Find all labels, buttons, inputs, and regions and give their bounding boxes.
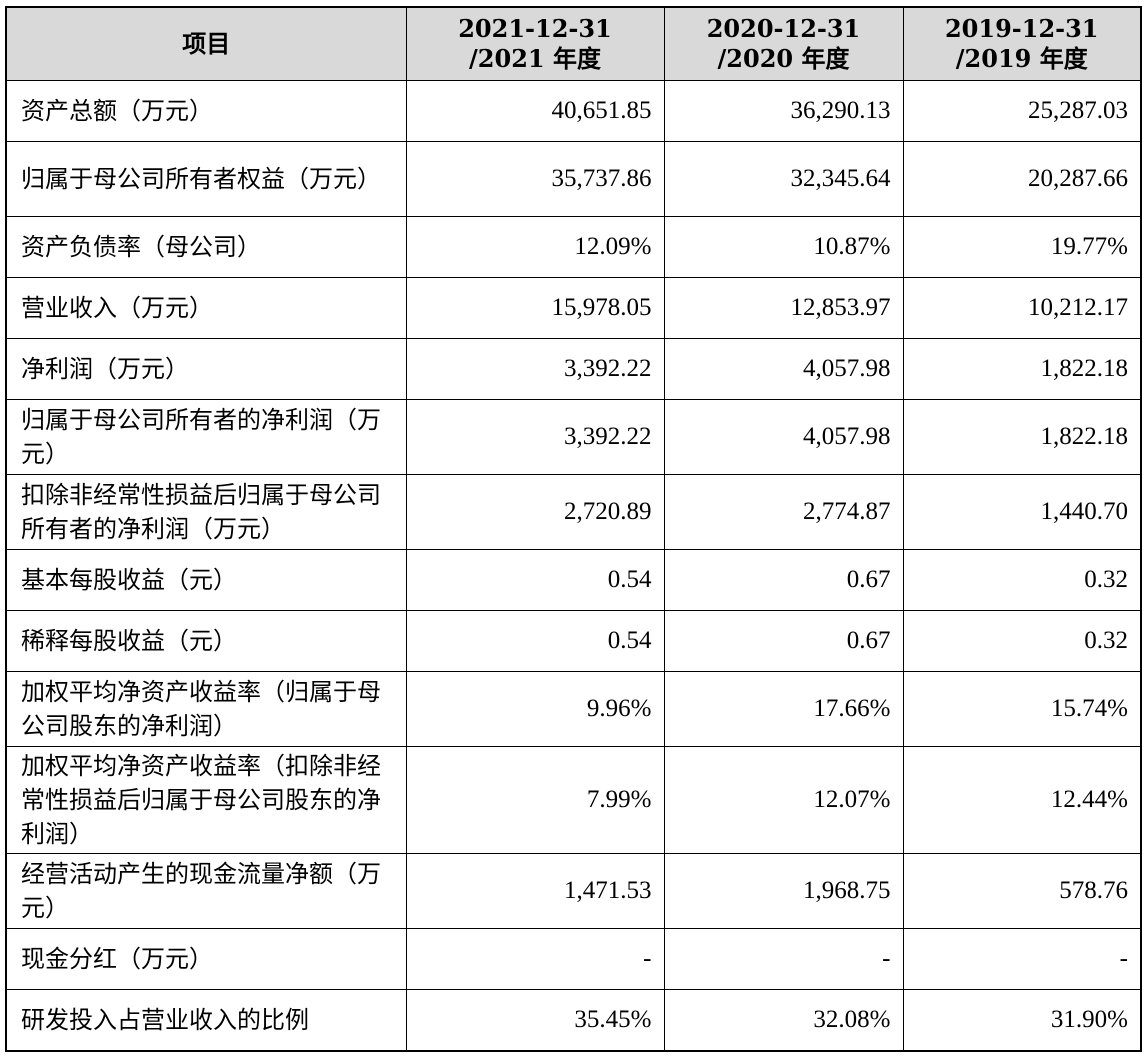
value-2020: 10.87% [663, 216, 904, 278]
value-2019: 1,822.18 [902, 338, 1142, 400]
header-item-label: 项目 [182, 29, 231, 58]
row-label: 加权平均净资产收益率（扣除非经常性损益后归属于母公司股东的净利润） [5, 746, 407, 854]
header-2021: 2021-12-31 /2021 年度 [405, 6, 665, 81]
value-2020: 12,853.97 [663, 277, 904, 339]
table-row: 净利润（万元） 3,392.22 4,057.98 1,822.18 [5, 338, 1142, 400]
row-label: 加权平均净资产收益率（归属于母公司股东的净利润） [5, 671, 407, 747]
value-2019: 10,212.17 [902, 277, 1142, 339]
header-2019-date: 2019-12-31 [944, 14, 1099, 43]
value-2020: 1,968.75 [663, 853, 904, 929]
header-item: 项目 [5, 6, 407, 81]
value-2021: 2,720.89 [405, 474, 665, 550]
financial-summary-sheet: 项目 2021-12-31 /2021 年度 2020-12-31 /2020 … [5, 6, 1142, 1052]
value-2019: - [902, 928, 1142, 990]
table-row: 归属于母公司所有者权益（万元） 35,737.86 32,345.64 20,2… [5, 141, 1142, 217]
value-2019: 25,287.03 [902, 80, 1142, 142]
value-2020: 32,345.64 [663, 141, 904, 217]
value-2021: 0.54 [405, 610, 665, 672]
value-2019: 0.32 [902, 610, 1142, 672]
value-2021: 35,737.86 [405, 141, 665, 217]
table-row: 资产负债率（母公司） 12.09% 10.87% 19.77% [5, 216, 1142, 278]
row-label: 资产总额（万元） [5, 80, 407, 142]
value-2019: 20,287.66 [902, 141, 1142, 217]
value-2021: 7.99% [405, 746, 665, 854]
value-2020: 0.67 [663, 610, 904, 672]
value-2020: 0.67 [663, 549, 904, 611]
row-label: 净利润（万元） [5, 338, 407, 400]
value-2019: 0.32 [902, 549, 1142, 611]
table-row: 扣除非经常性损益后归属于母公司所有者的净利润（万元） 2,720.89 2,77… [5, 474, 1142, 550]
value-2021: 0.54 [405, 549, 665, 611]
row-label: 研发投入占营业收入的比例 [5, 989, 407, 1052]
table-row: 营业收入（万元） 15,978.05 12,853.97 10,212.17 [5, 277, 1142, 339]
table-row: 现金分红（万元） - - - [5, 928, 1142, 990]
value-2021: 35.45% [405, 989, 665, 1052]
row-label: 营业收入（万元） [5, 277, 407, 339]
value-2021: 3,392.22 [405, 338, 665, 400]
header-2019: 2019-12-31 /2019 年度 [902, 6, 1142, 81]
value-2020: 4,057.98 [663, 399, 904, 475]
table-header-row: 项目 2021-12-31 /2021 年度 2020-12-31 /2020 … [5, 6, 1142, 81]
value-2020: 4,057.98 [663, 338, 904, 400]
header-2020-date: 2020-12-31 [706, 14, 861, 43]
value-2019: 1,822.18 [902, 399, 1142, 475]
value-2020: 2,774.87 [663, 474, 904, 550]
value-2019: 1,440.70 [902, 474, 1142, 550]
table-row: 资产总额（万元） 40,651.85 36,290.13 25,287.03 [5, 80, 1142, 142]
value-2019: 31.90% [902, 989, 1142, 1052]
value-2019: 19.77% [902, 216, 1142, 278]
value-2020: 17.66% [663, 671, 904, 747]
table-row: 加权平均净资产收益率（扣除非经常性损益后归属于母公司股东的净利润） 7.99% … [5, 746, 1142, 854]
value-2021: 40,651.85 [405, 80, 665, 142]
value-2020: - [663, 928, 904, 990]
value-2020: 12.07% [663, 746, 904, 854]
header-2021-period: /2021 年度 [469, 44, 601, 73]
value-2021: 9.96% [405, 671, 665, 747]
value-2021: 1,471.53 [405, 853, 665, 929]
value-2020: 36,290.13 [663, 80, 904, 142]
header-2020: 2020-12-31 /2020 年度 [663, 6, 904, 81]
row-label: 扣除非经常性损益后归属于母公司所有者的净利润（万元） [5, 474, 407, 550]
row-label: 经营活动产生的现金流量净额（万元） [5, 853, 407, 929]
financial-summary-table: 项目 2021-12-31 /2021 年度 2020-12-31 /2020 … [5, 6, 1142, 1052]
row-label: 基本每股收益（元） [5, 549, 407, 611]
value-2021: 12.09% [405, 216, 665, 278]
value-2019: 12.44% [902, 746, 1142, 854]
row-label: 资产负债率（母公司） [5, 216, 407, 278]
header-2020-period: /2020 年度 [717, 44, 850, 73]
row-label: 稀释每股收益（元） [5, 610, 407, 672]
table-row: 稀释每股收益（元） 0.54 0.67 0.32 [5, 610, 1142, 672]
row-label: 归属于母公司所有者的净利润（万元） [5, 399, 407, 475]
header-2019-period: /2019 年度 [955, 44, 1088, 73]
table-row: 加权平均净资产收益率（归属于母公司股东的净利润） 9.96% 17.66% 15… [5, 671, 1142, 747]
value-2021: 15,978.05 [405, 277, 665, 339]
value-2021: 3,392.22 [405, 399, 665, 475]
header-2021-date: 2021-12-31 [458, 14, 612, 43]
table-row: 经营活动产生的现金流量净额（万元） 1,471.53 1,968.75 578.… [5, 853, 1142, 929]
table-row: 归属于母公司所有者的净利润（万元） 3,392.22 4,057.98 1,82… [5, 399, 1142, 475]
row-label: 归属于母公司所有者权益（万元） [5, 141, 407, 217]
table-row: 基本每股收益（元） 0.54 0.67 0.32 [5, 549, 1142, 611]
table-row: 研发投入占营业收入的比例 35.45% 32.08% 31.90% [5, 989, 1142, 1052]
value-2019: 15.74% [902, 671, 1142, 747]
value-2019: 578.76 [902, 853, 1142, 929]
row-label: 现金分红（万元） [5, 928, 407, 990]
value-2021: - [405, 928, 665, 990]
value-2020: 32.08% [663, 989, 904, 1052]
